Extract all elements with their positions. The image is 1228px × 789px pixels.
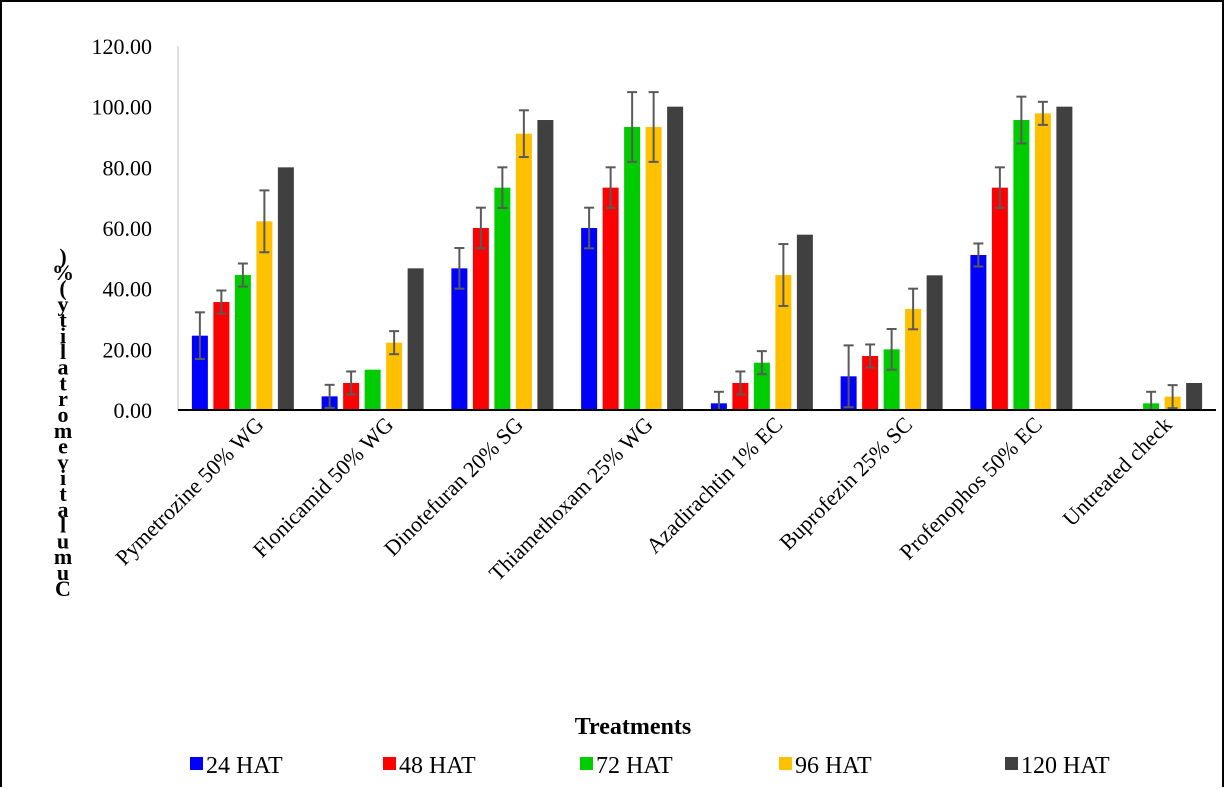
bar bbox=[1186, 383, 1203, 410]
y-tick-label: 80.00 bbox=[103, 155, 153, 180]
legend-swatch bbox=[383, 757, 396, 770]
bar bbox=[796, 234, 813, 410]
legend-label: 72 HAT bbox=[596, 753, 673, 779]
bar bbox=[191, 335, 208, 410]
x-tick-label: Profenophos 50% EC bbox=[894, 412, 1046, 564]
bar bbox=[883, 349, 900, 410]
legend-label: 24 HAT bbox=[206, 753, 283, 779]
bar bbox=[407, 268, 424, 410]
legend-swatch bbox=[190, 757, 203, 770]
x-tick-label: Dinotefuran 20% SG bbox=[379, 412, 528, 561]
y-axis-title: )%(y t i l a t r o m e v i t a l u m u C bbox=[52, 244, 74, 601]
bar bbox=[1034, 113, 1051, 410]
bar bbox=[515, 133, 532, 410]
bar bbox=[472, 228, 489, 410]
bars bbox=[191, 106, 1203, 411]
legend: 24 HAT 48 HAT 72 HAT 96 HAT 120 HAT bbox=[190, 753, 1110, 779]
bar bbox=[602, 187, 619, 410]
bar bbox=[256, 221, 273, 410]
legend-swatch bbox=[580, 757, 593, 770]
error-bars bbox=[194, 91, 1178, 411]
bar bbox=[862, 356, 879, 410]
y-tick-label: 20.00 bbox=[103, 337, 153, 362]
bar bbox=[343, 383, 360, 410]
bar bbox=[537, 120, 554, 410]
bar bbox=[645, 126, 662, 411]
bar bbox=[905, 308, 922, 410]
x-axis-title: Treatments bbox=[575, 714, 691, 740]
bar bbox=[581, 228, 598, 410]
y-axis-title-text: )%(y t i l a t r o m e v i t a l u m u C bbox=[52, 244, 74, 601]
bar bbox=[234, 275, 251, 410]
legend-swatch bbox=[779, 757, 792, 770]
y-tick-label: 100.00 bbox=[92, 95, 153, 120]
legend-label: 120 HAT bbox=[1021, 753, 1110, 779]
x-tick-label: Flonicamid 50% WG bbox=[248, 412, 399, 563]
bar bbox=[970, 254, 987, 410]
x-tick-label: Buprofezin 25% SC bbox=[774, 412, 917, 555]
bar bbox=[494, 187, 511, 410]
bar bbox=[775, 275, 792, 410]
bar bbox=[926, 275, 943, 410]
x-tick-label: Untreated check bbox=[1057, 412, 1176, 531]
legend-label: 96 HAT bbox=[795, 753, 872, 779]
bar bbox=[991, 187, 1008, 410]
bar bbox=[364, 369, 381, 410]
y-tick-label: 120.00 bbox=[92, 34, 153, 59]
bar bbox=[213, 302, 230, 410]
bar bbox=[624, 126, 641, 411]
bar bbox=[451, 268, 468, 410]
legend-label: 48 HAT bbox=[399, 753, 476, 779]
bar bbox=[386, 342, 403, 410]
bar bbox=[732, 383, 749, 410]
bar bbox=[1013, 120, 1030, 410]
y-axis: 0.00 20.00 40.00 60.00 80.00 100.00 120.00 bbox=[92, 34, 179, 423]
y-tick-label: 60.00 bbox=[103, 216, 153, 241]
bar bbox=[1056, 106, 1073, 411]
bar bbox=[667, 106, 684, 411]
x-tick-label: Pymetrozine 50% WG bbox=[110, 412, 268, 570]
y-tick-label: 40.00 bbox=[103, 277, 153, 302]
x-tick-label: Azadirachtin 1% EC bbox=[641, 412, 787, 558]
legend-swatch bbox=[1005, 757, 1018, 770]
y-tick-label: 0.00 bbox=[114, 398, 153, 423]
bar bbox=[277, 167, 294, 410]
